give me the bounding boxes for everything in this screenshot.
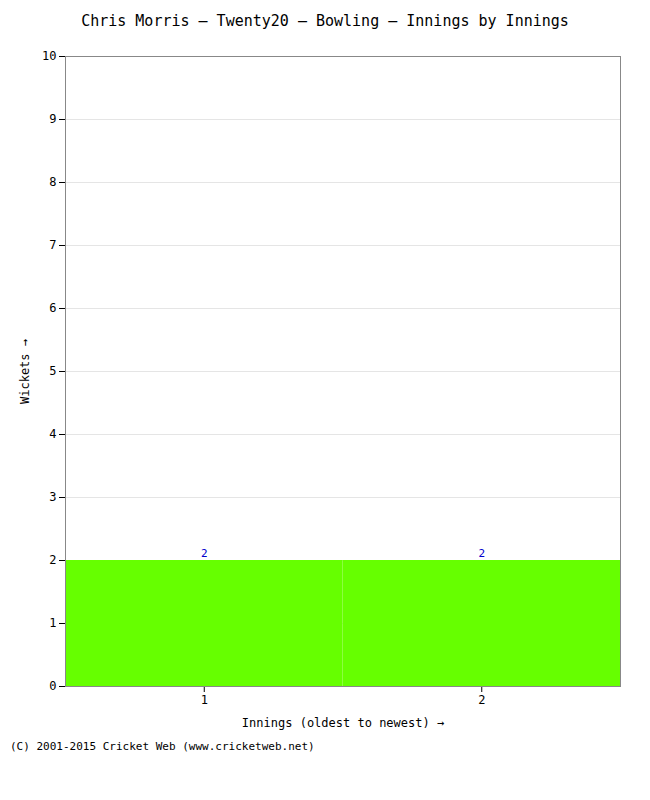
svg-text:9: 9 [49, 112, 56, 126]
svg-text:6: 6 [49, 301, 56, 315]
html-text:(C) 2001-2015 Cricket Web (www: (C) 2001-2015 Cricket Web (www.cricketwe… [10, 740, 315, 753]
svg-text:Innings (oldest to newest) →: Innings (oldest to newest) → [242, 716, 444, 730]
html-text:Chris Morris – Twenty20 – Bowl: Chris Morris – Twenty20 – Bowling – Inni… [81, 12, 569, 30]
svg-text:1: 1 [201, 693, 208, 707]
svg-text:0: 0 [49, 679, 56, 693]
svg-text:2: 2 [478, 547, 485, 560]
svg-text:8: 8 [49, 175, 56, 189]
svg-text:5: 5 [49, 364, 56, 378]
svg-text:1: 1 [49, 616, 56, 630]
svg-text:4: 4 [49, 427, 56, 441]
svg-text:7: 7 [49, 238, 56, 252]
svg-text:Wickets →: Wickets → [18, 339, 32, 404]
svg-text:2: 2 [49, 553, 56, 567]
svg-text:2: 2 [478, 693, 485, 707]
svg-text:2: 2 [201, 547, 208, 560]
svg-text:3: 3 [49, 490, 56, 504]
svg-text:10: 10 [42, 49, 56, 63]
